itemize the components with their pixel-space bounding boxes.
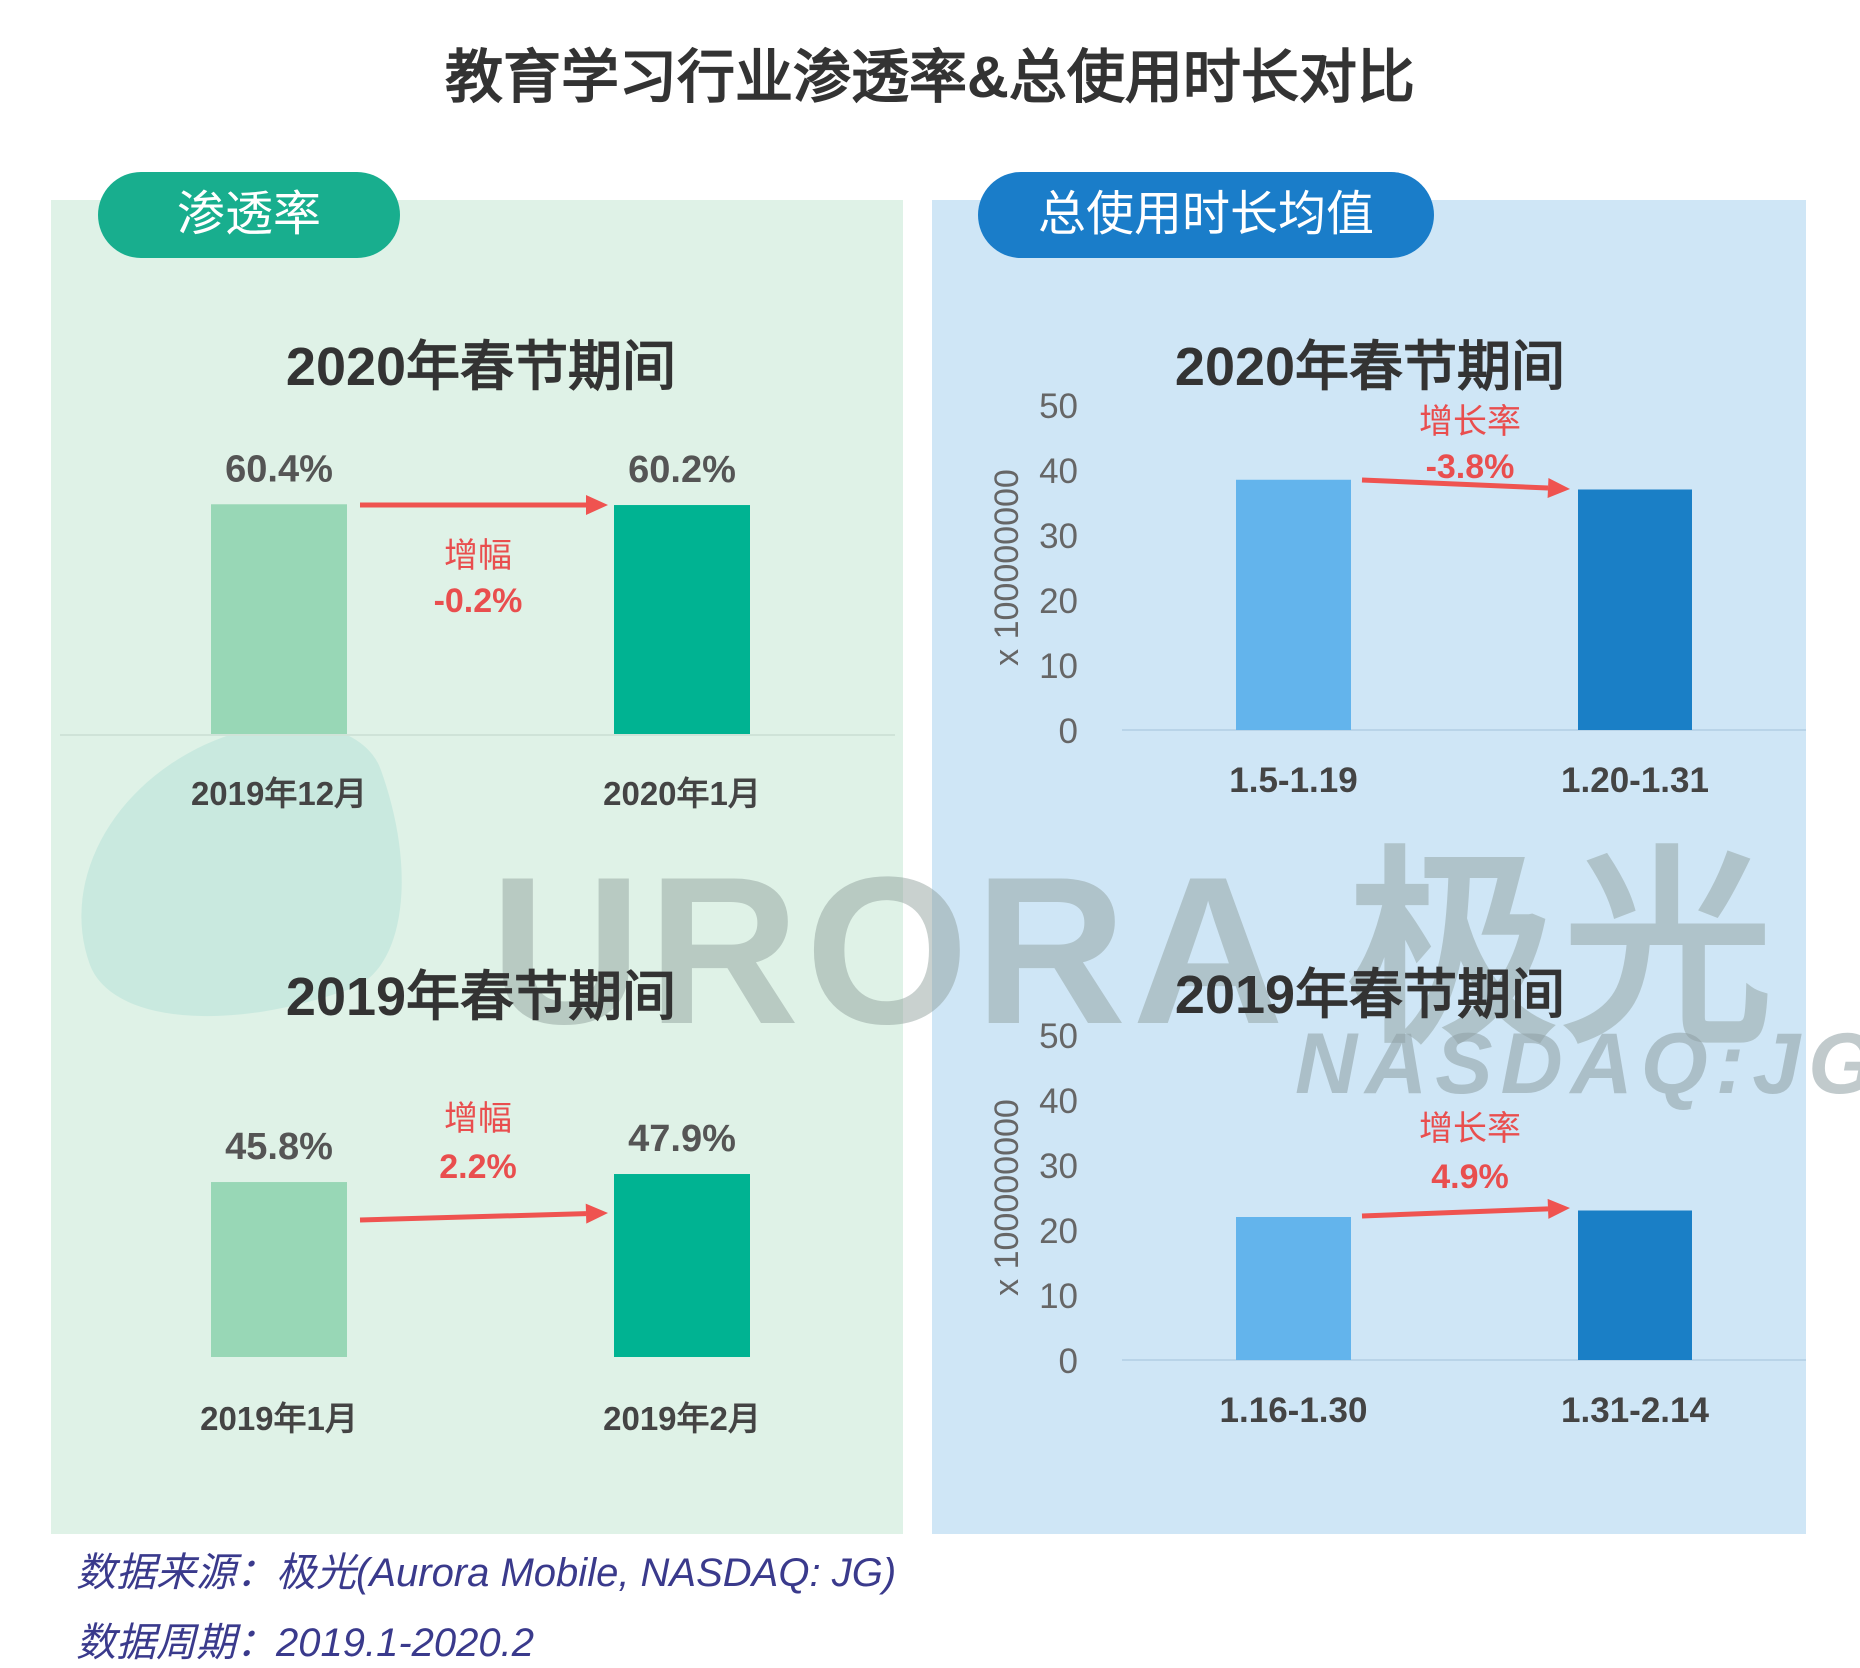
section-label-usage-duration: 总使用时长均值 — [978, 172, 1434, 258]
y-tick-label: 40 — [1039, 1082, 1078, 1121]
chart-title: 2019年春节期间 — [1175, 965, 1565, 1025]
y-tick-label: 30 — [1039, 1147, 1078, 1186]
chart-title: 2020年春节期间 — [1175, 337, 1565, 397]
y-axis-label: x 100000000 — [988, 469, 1026, 666]
bar — [1578, 1210, 1692, 1360]
x-tick-label: 1.5-1.19 — [1229, 761, 1357, 800]
y-tick-label: 40 — [1039, 452, 1078, 491]
x-tick-label: 1.16-1.30 — [1220, 1391, 1368, 1430]
watermark-ticker: NASDAQ:JG — [1295, 1016, 1860, 1112]
bar — [614, 505, 750, 735]
data-period-note: 数据周期：2019.1-2020.2 — [76, 1621, 535, 1665]
change-label: 增幅 — [444, 1100, 512, 1138]
y-tick-label: 30 — [1039, 517, 1078, 556]
data-label: 60.2% — [628, 449, 736, 491]
watermark-brand: URORA 极光 — [490, 833, 1779, 1068]
x-tick-label: 2019年2月 — [603, 1400, 761, 1437]
bar — [211, 1182, 347, 1357]
bar — [614, 1174, 750, 1357]
y-tick-label: 50 — [1039, 1017, 1078, 1056]
change-arrow — [360, 495, 608, 515]
change-value: -0.2% — [434, 582, 523, 620]
y-tick-label: 10 — [1039, 1277, 1078, 1316]
y-axis-label: x 100000000 — [988, 1099, 1026, 1296]
x-tick-label: 2020年1月 — [603, 775, 761, 812]
section-label-penetration: 渗透率 — [98, 172, 400, 258]
x-tick-label: 1.20-1.31 — [1561, 761, 1709, 800]
bar — [1578, 489, 1692, 730]
chart-title: 2019年春节期间 — [286, 967, 676, 1027]
y-tick-label: 0 — [1059, 712, 1078, 751]
y-tick-label: 20 — [1039, 582, 1078, 621]
change-value: 2.2% — [439, 1148, 517, 1186]
data-label: 47.9% — [628, 1118, 736, 1160]
page-title: 教育学习行业渗透率&总使用时长对比 — [445, 45, 1415, 110]
change-arrow — [1361, 477, 1570, 499]
x-tick-label: 2019年12月 — [191, 775, 367, 812]
bar — [211, 504, 347, 735]
data-source-note: 数据来源：极光(Aurora Mobile, NASDAQ: JG) — [76, 1551, 897, 1595]
change-label: 增长率 — [1419, 1110, 1521, 1148]
data-label: 60.4% — [225, 448, 333, 490]
change-value: 4.9% — [1431, 1158, 1509, 1196]
bar — [1236, 1217, 1351, 1360]
y-tick-label: 0 — [1059, 1342, 1078, 1381]
change-label: 增幅 — [444, 537, 512, 575]
x-tick-label: 2019年1月 — [200, 1400, 358, 1437]
change-label: 增长率 — [1419, 403, 1521, 441]
y-tick-label: 10 — [1039, 647, 1078, 686]
data-label: 45.8% — [225, 1126, 333, 1168]
y-tick-label: 20 — [1039, 1212, 1078, 1251]
change-arrow — [359, 1203, 608, 1224]
change-arrow — [1361, 1198, 1570, 1219]
chart-title: 2020年春节期间 — [286, 337, 676, 397]
x-tick-label: 1.31-2.14 — [1561, 1391, 1709, 1430]
bar — [1236, 479, 1351, 730]
y-tick-label: 50 — [1039, 387, 1078, 426]
change-value: -3.8% — [1426, 448, 1515, 486]
